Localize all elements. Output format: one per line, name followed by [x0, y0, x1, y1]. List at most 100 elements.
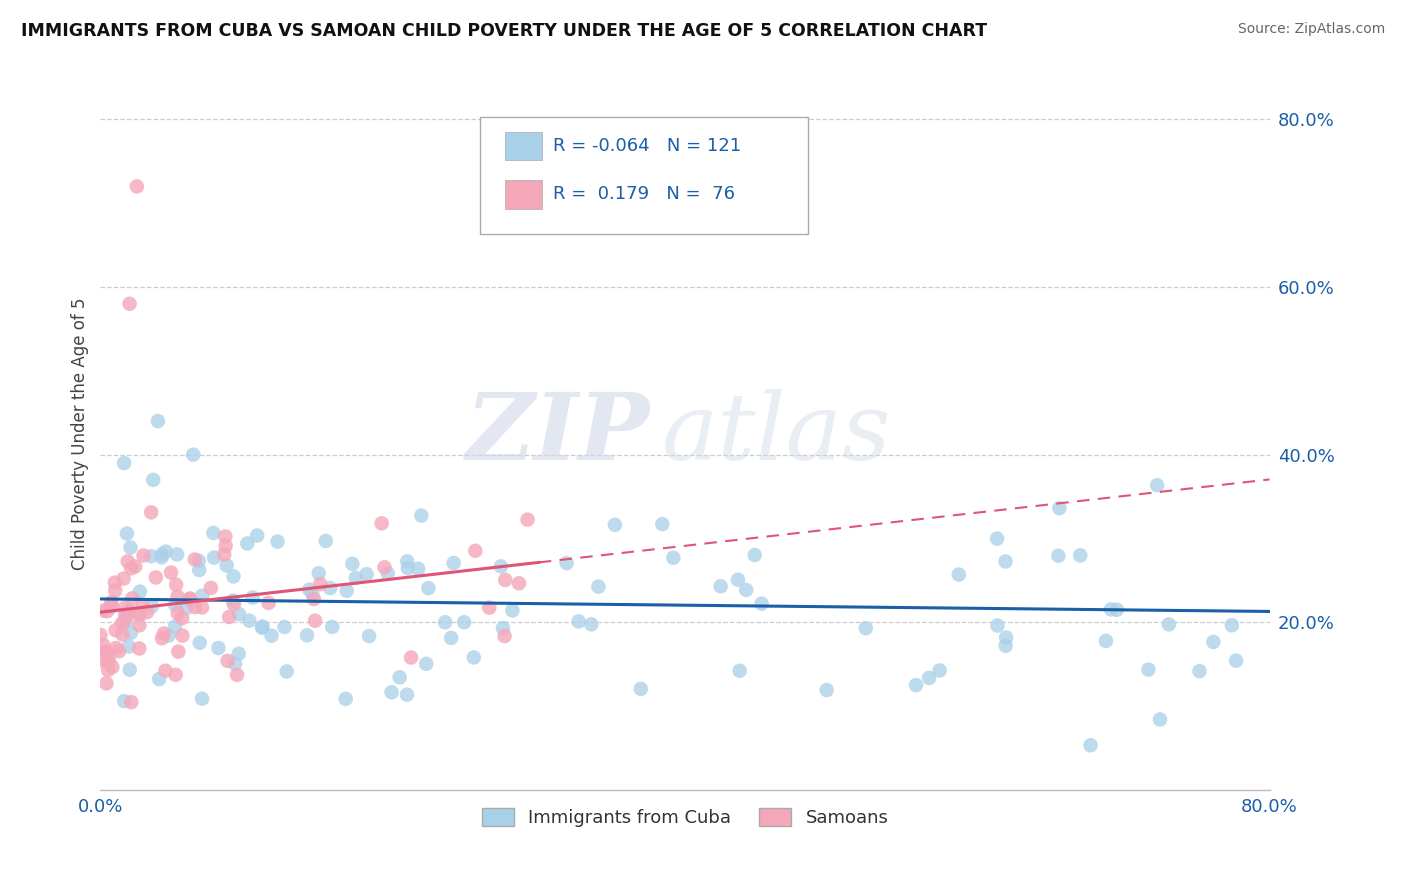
Point [478, 600, 501, 615]
Point [357, 629, 380, 643]
Point [165, 598, 187, 612]
Point [373, 560, 395, 574]
Point [440, 631, 463, 645]
Point [163, 619, 186, 633]
Point [994, 554, 1017, 568]
Point [710, 579, 733, 593]
Point [1099, 602, 1122, 616]
Point [918, 671, 941, 685]
FancyBboxPatch shape [505, 180, 543, 209]
Point [226, 668, 249, 682]
Point [222, 593, 245, 607]
Point [141, 505, 163, 519]
Point [315, 533, 337, 548]
Point [141, 599, 163, 614]
Point [396, 561, 419, 575]
Point [1157, 617, 1180, 632]
Point [108, 644, 131, 658]
Point [155, 664, 177, 678]
Point [464, 543, 486, 558]
Point [217, 654, 239, 668]
Point [222, 569, 245, 583]
Point [588, 580, 610, 594]
Point [176, 601, 198, 615]
Point [115, 615, 138, 629]
Point [97, 663, 120, 677]
Point [224, 657, 246, 671]
Point [501, 603, 523, 617]
Text: atlas: atlas [662, 389, 891, 479]
Text: R =  0.179   N =  76: R = 0.179 N = 76 [553, 186, 735, 203]
Point [228, 647, 250, 661]
Point [356, 567, 378, 582]
Point [120, 561, 142, 575]
Point [308, 566, 330, 581]
Point [129, 584, 152, 599]
Point [344, 571, 367, 585]
Point [112, 572, 135, 586]
Point [184, 600, 207, 615]
Point [555, 556, 578, 570]
Point [904, 678, 927, 692]
Point [252, 619, 274, 633]
FancyBboxPatch shape [505, 132, 543, 160]
Point [128, 618, 150, 632]
Point [212, 548, 235, 562]
Point [120, 541, 142, 555]
Point [157, 628, 180, 642]
Point [494, 629, 516, 643]
Point [117, 554, 139, 568]
Point [222, 597, 245, 611]
Point [342, 557, 364, 571]
Point [105, 640, 128, 655]
Point [104, 575, 127, 590]
Point [215, 558, 238, 573]
Text: R = -0.064   N = 121: R = -0.064 N = 121 [553, 136, 741, 155]
Point [257, 596, 280, 610]
Point [150, 550, 173, 565]
Point [986, 532, 1008, 546]
Point [188, 563, 211, 577]
Point [191, 691, 214, 706]
Point [406, 562, 429, 576]
Point [214, 529, 236, 543]
Point [1080, 738, 1102, 752]
Point [236, 536, 259, 550]
Point [744, 548, 766, 562]
Point [132, 549, 155, 563]
Point [492, 621, 515, 635]
Point [166, 548, 188, 562]
Point [145, 570, 167, 584]
Point [399, 650, 422, 665]
Point [995, 631, 1018, 645]
Point [319, 581, 342, 595]
Point [179, 591, 201, 606]
Point [114, 607, 136, 621]
Point [276, 665, 298, 679]
Point [266, 534, 288, 549]
Point [131, 599, 153, 613]
Point [207, 640, 229, 655]
Point [148, 672, 170, 686]
Point [994, 639, 1017, 653]
Point [215, 539, 238, 553]
Point [603, 517, 626, 532]
Point [568, 615, 591, 629]
Point [200, 581, 222, 595]
Point [260, 629, 283, 643]
Point [89, 628, 111, 642]
Point [96, 604, 118, 618]
FancyBboxPatch shape [481, 117, 807, 235]
Point [139, 549, 162, 564]
Point [97, 650, 120, 665]
Point [188, 636, 211, 650]
Point [250, 621, 273, 635]
Point [155, 544, 177, 558]
Point [302, 592, 325, 607]
Point [489, 559, 512, 574]
Point [301, 586, 323, 600]
Point [751, 597, 773, 611]
Point [153, 626, 176, 640]
Point [1069, 549, 1091, 563]
Point [111, 627, 134, 641]
